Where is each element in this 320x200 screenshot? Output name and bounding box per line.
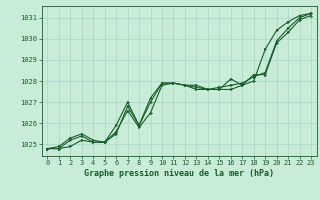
X-axis label: Graphe pression niveau de la mer (hPa): Graphe pression niveau de la mer (hPa) [84, 169, 274, 178]
